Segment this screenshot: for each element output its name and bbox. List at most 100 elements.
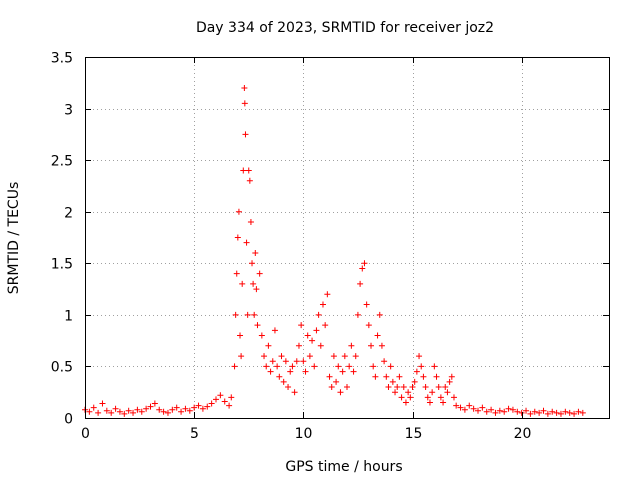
data-point — [457, 404, 464, 411]
data-point — [125, 407, 132, 414]
data-point — [363, 301, 370, 308]
data-point — [326, 373, 333, 380]
data-point — [258, 332, 265, 339]
data-point — [357, 280, 364, 287]
data-point — [350, 368, 357, 375]
data-point — [549, 408, 556, 415]
data-point — [518, 409, 525, 416]
data-point — [302, 368, 309, 375]
data-point — [226, 402, 233, 409]
data-point — [217, 392, 224, 399]
data-point — [557, 410, 564, 417]
data-point — [426, 399, 433, 406]
data-point — [461, 406, 468, 413]
data-point — [442, 384, 449, 391]
x-tick-label: 10 — [295, 426, 313, 442]
data-point — [431, 363, 438, 370]
y-tick-label: 0.5 — [51, 360, 73, 376]
data-point — [204, 403, 211, 410]
data-point — [483, 408, 490, 415]
data-point — [374, 332, 381, 339]
data-point — [335, 363, 342, 370]
data-point — [269, 358, 276, 365]
data-point — [381, 358, 388, 365]
data-point — [383, 373, 390, 380]
data-point — [86, 408, 93, 415]
data-point — [437, 394, 444, 401]
data-point — [544, 410, 551, 417]
data-point — [304, 332, 311, 339]
data-point — [208, 400, 215, 407]
data-point — [169, 406, 176, 413]
data-point — [138, 408, 145, 415]
data-point — [413, 368, 420, 375]
x-tick-label: 5 — [190, 426, 199, 442]
data-point — [164, 409, 171, 416]
data-point — [540, 407, 547, 414]
data-point — [237, 332, 244, 339]
data-point — [505, 405, 512, 412]
axis-ticks: 0 5 10 15 20 0 0.5 1 1.5 2 2.5 3 3.5 — [51, 51, 609, 442]
data-point — [280, 378, 287, 385]
data-point — [378, 342, 385, 349]
data-point — [182, 405, 189, 412]
data-point — [361, 260, 368, 267]
x-tick-label: 15 — [405, 426, 423, 442]
data-point — [311, 363, 318, 370]
data-point — [173, 404, 180, 411]
x-axis-label: GPS time / hours — [285, 459, 402, 475]
data-point — [339, 368, 346, 375]
data-point — [287, 368, 294, 375]
data-point — [536, 409, 543, 416]
data-point — [156, 406, 163, 413]
x-tick-label: 0 — [81, 426, 90, 442]
data-point — [370, 363, 377, 370]
data-point — [365, 322, 372, 329]
data-point — [195, 402, 202, 409]
y-tick-label: 3 — [64, 103, 73, 119]
data-point — [440, 399, 447, 406]
data-point — [103, 407, 110, 414]
data-point — [385, 384, 392, 391]
data-point — [221, 398, 228, 405]
data-point — [121, 410, 128, 417]
data-point — [411, 378, 418, 385]
data-point — [328, 384, 335, 391]
data-point — [251, 311, 258, 318]
data-point — [232, 311, 239, 318]
data-point — [241, 100, 248, 107]
data-point — [575, 408, 582, 415]
data-point — [352, 353, 359, 360]
data-point — [418, 363, 425, 370]
data-point — [509, 406, 516, 413]
data-point — [396, 373, 403, 380]
data-point — [330, 353, 337, 360]
data-point — [341, 353, 348, 360]
data-point — [116, 408, 123, 415]
data-point — [306, 353, 313, 360]
data-point — [309, 337, 316, 344]
data-point — [95, 409, 102, 416]
data-point — [322, 322, 329, 329]
y-tick-label: 2 — [64, 206, 73, 222]
data-point — [433, 373, 440, 380]
data-point — [475, 407, 481, 414]
data-point — [134, 406, 141, 413]
data-point — [319, 301, 326, 308]
data-point — [514, 408, 521, 415]
data-point — [282, 358, 289, 365]
data-point — [261, 353, 268, 360]
data-point — [392, 389, 399, 396]
data-point — [435, 384, 442, 391]
data-point — [531, 408, 538, 415]
data-point — [429, 389, 436, 396]
data-point — [267, 368, 274, 375]
data-point — [143, 405, 150, 412]
data-point — [291, 389, 298, 396]
data-point — [571, 410, 578, 417]
data-point — [523, 407, 530, 414]
data-point — [359, 265, 366, 272]
data-point — [108, 409, 115, 416]
data-point — [324, 291, 331, 298]
